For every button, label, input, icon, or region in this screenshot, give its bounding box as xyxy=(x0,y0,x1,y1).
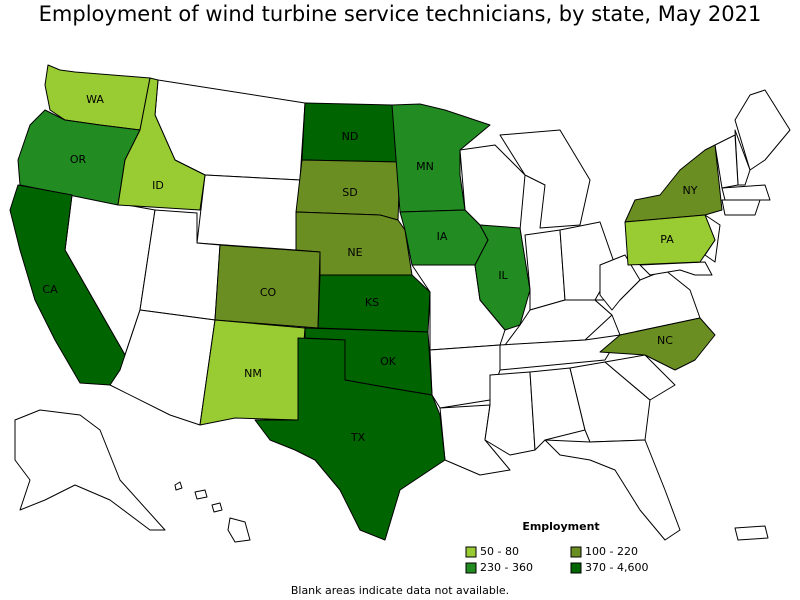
legend-label: 100 - 220 xyxy=(585,545,638,558)
state-label: NE xyxy=(347,246,362,259)
state-fl xyxy=(544,439,681,541)
state-hi xyxy=(211,502,223,513)
state-ct-ri xyxy=(721,199,761,216)
state-labels: WA OR CA ID ND SD NE CO KS OK NM TX MN I… xyxy=(42,93,697,444)
state-label: NY xyxy=(683,184,698,197)
legend: Employment 50 - 80 100 - 220 230 - 360 3… xyxy=(465,520,648,574)
state-shape xyxy=(599,317,716,371)
state-ak xyxy=(14,409,166,531)
state-label: MN xyxy=(416,160,434,173)
state-al xyxy=(529,367,586,451)
state-shape xyxy=(474,224,531,331)
state-mi xyxy=(499,129,591,229)
state-shape xyxy=(9,184,126,386)
state-shape xyxy=(199,319,306,426)
legend-swatch xyxy=(465,546,477,558)
state-ma xyxy=(721,184,771,201)
legend-swatch xyxy=(570,562,582,574)
legend-label: 50 - 80 xyxy=(480,545,519,558)
legend-swatch xyxy=(465,562,477,574)
state-sc xyxy=(604,354,676,401)
data-states xyxy=(9,64,723,541)
state-label: NC xyxy=(657,334,673,347)
state-shape xyxy=(117,77,206,211)
state-label: IA xyxy=(437,230,448,243)
state-wy xyxy=(196,174,301,251)
legend-label: 230 - 360 xyxy=(480,561,533,574)
legend-label: 370 - 4,600 xyxy=(585,561,648,574)
state-in xyxy=(524,229,566,311)
state-shape xyxy=(624,214,716,266)
state-label: WA xyxy=(86,93,104,106)
state-label: PA xyxy=(660,233,674,246)
state-label: IL xyxy=(498,269,508,282)
state-shape xyxy=(254,337,446,541)
footnote: Blank areas indicate data not available. xyxy=(291,584,509,597)
blank-states xyxy=(14,79,791,543)
state-label: CA xyxy=(42,283,58,296)
state-label: ND xyxy=(342,130,359,143)
state-label: SD xyxy=(342,186,357,199)
state-shape xyxy=(624,144,723,223)
title: Employment of wind turbine service techn… xyxy=(39,2,762,26)
state-label: OK xyxy=(380,355,397,368)
state-label: OR xyxy=(70,153,87,166)
state-label: ID xyxy=(152,179,164,192)
state-ms xyxy=(484,371,536,456)
state-md-de xyxy=(639,261,713,276)
state-wv xyxy=(599,254,641,311)
legend-swatch xyxy=(570,546,582,558)
state-hi xyxy=(194,489,208,500)
state-shape xyxy=(317,274,431,333)
state-label: NM xyxy=(244,367,262,380)
state-hi xyxy=(227,517,251,543)
state-pr xyxy=(734,525,769,541)
state-hi xyxy=(174,481,183,491)
state-vt xyxy=(714,134,739,189)
state-label: CO xyxy=(260,286,277,299)
state-label: TX xyxy=(350,431,366,444)
state-label: KS xyxy=(365,296,379,309)
legend-title: Employment xyxy=(522,520,599,533)
